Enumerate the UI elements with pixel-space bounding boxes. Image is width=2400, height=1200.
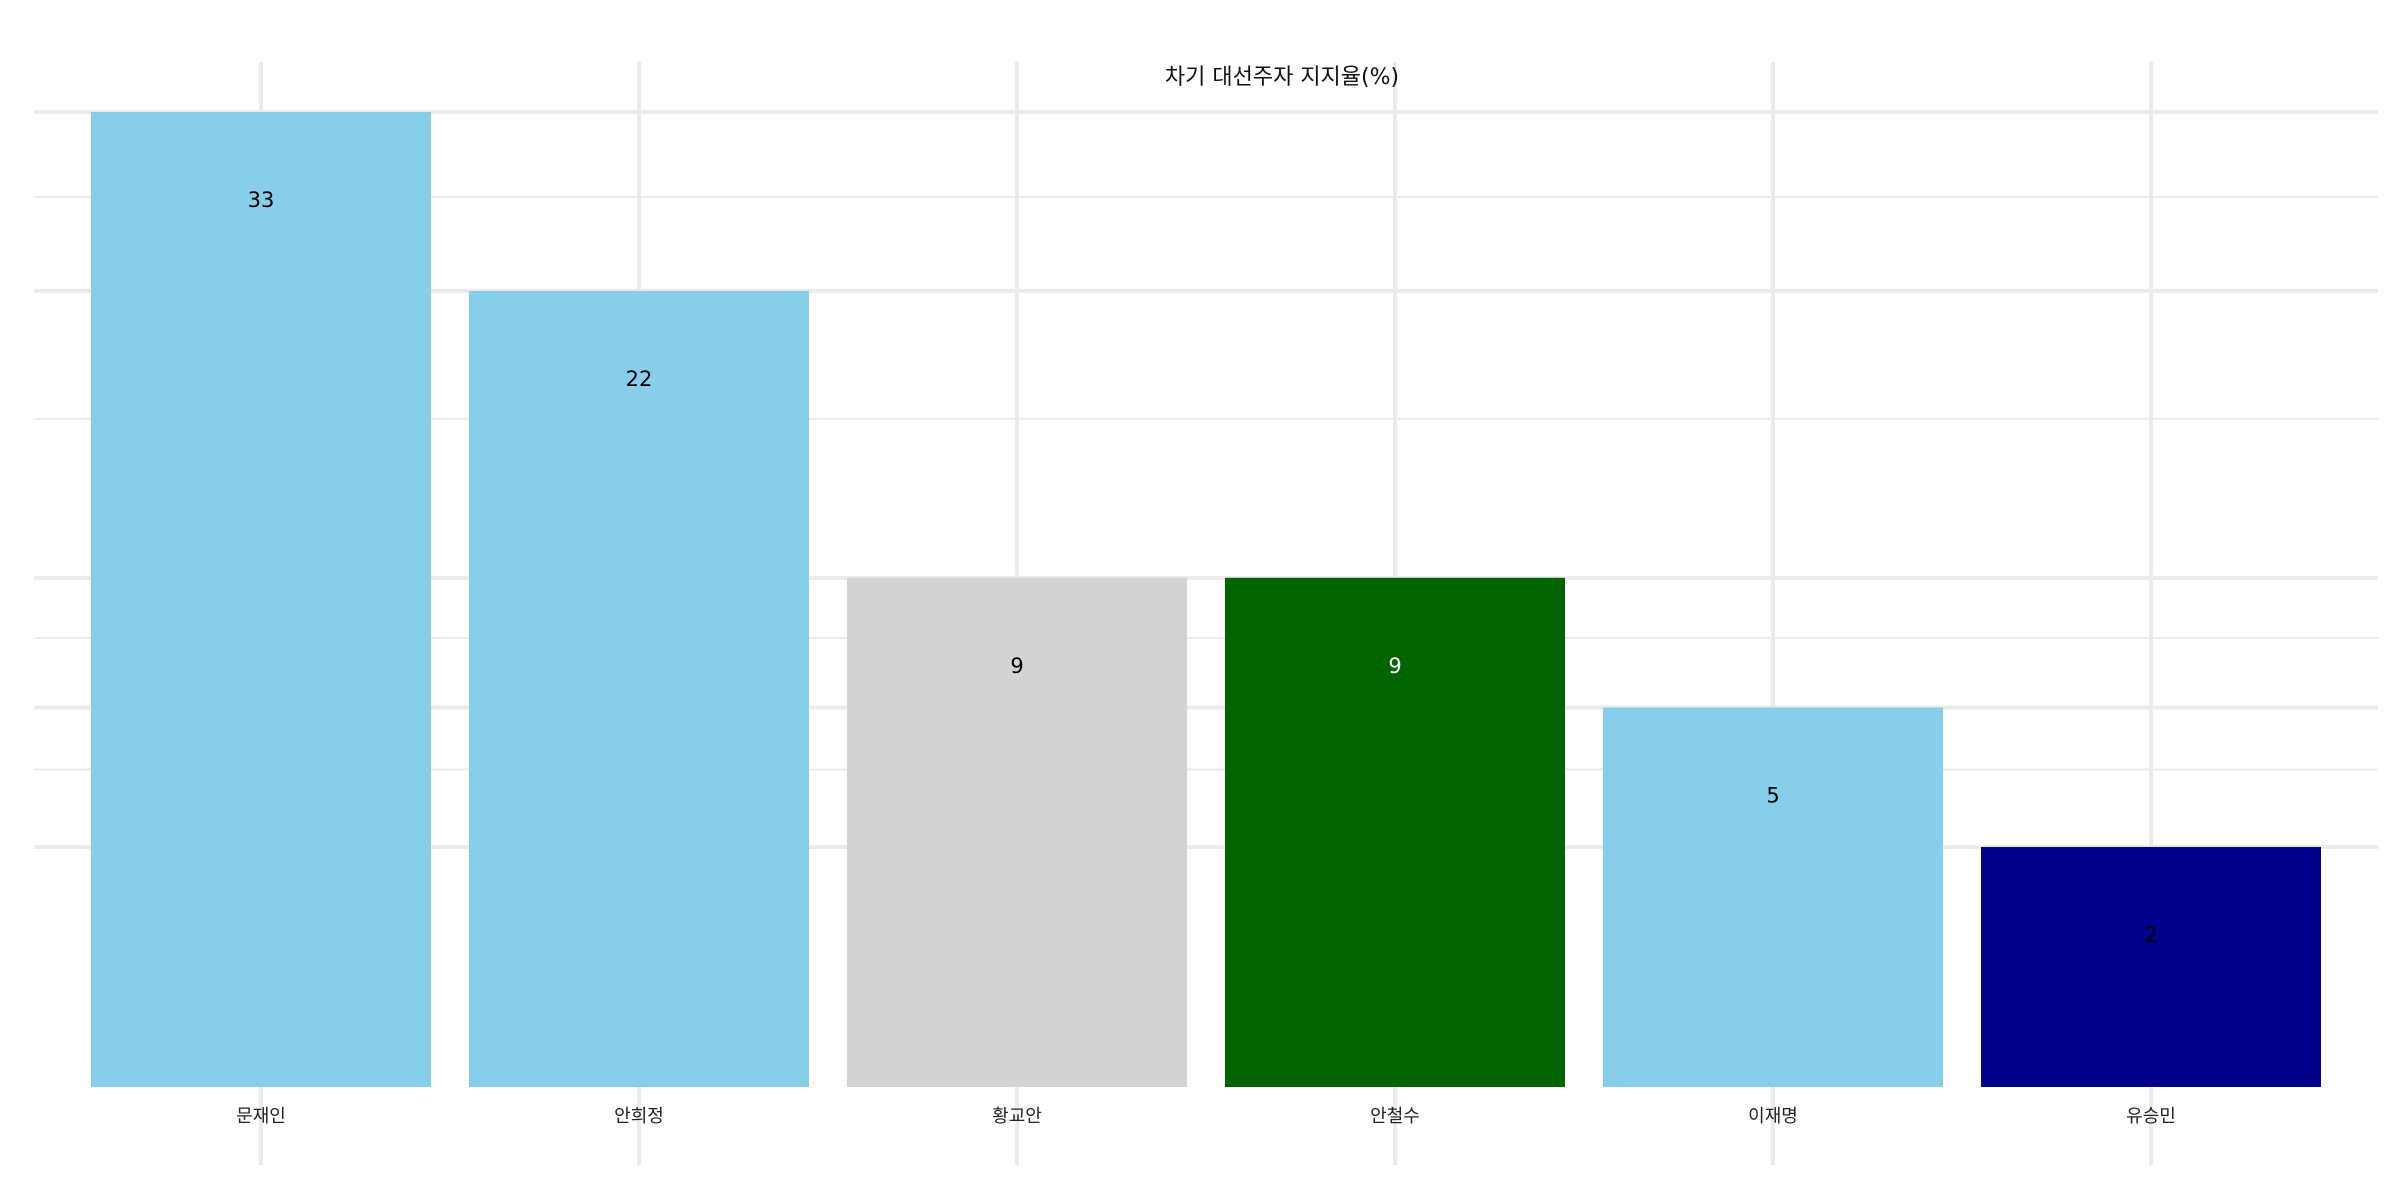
x-tick-label: 안철수 [1370, 1106, 1420, 1127]
bar [1225, 577, 1565, 1087]
x-axis-tick-labels: 문재인 안희정 황교안 안철수 이재명 유승민 [236, 1106, 2176, 1127]
data-label: 33 [248, 188, 275, 212]
x-tick-label: 황교안 [992, 1106, 1042, 1127]
data-label: 2 [2144, 923, 2157, 947]
x-tick-label: 안희정 [614, 1106, 664, 1127]
chart-title: 차기 대선주자 지지율(%) [1165, 65, 1399, 90]
bars [91, 112, 2321, 1087]
bar [469, 290, 809, 1087]
data-labels: 33 22 9 9 5 2 [248, 188, 2158, 947]
bar [1603, 707, 1943, 1087]
x-tick-label: 이재명 [1748, 1106, 1798, 1127]
data-label: 9 [1388, 654, 1401, 678]
bar [847, 577, 1187, 1087]
data-label: 22 [626, 367, 653, 391]
data-label: 5 [1766, 783, 1779, 807]
bar [91, 112, 431, 1087]
x-tick-label: 문재인 [236, 1106, 286, 1127]
bar [1981, 846, 2321, 1087]
data-label: 9 [1010, 654, 1023, 678]
x-tick-label: 유승민 [2126, 1106, 2176, 1127]
